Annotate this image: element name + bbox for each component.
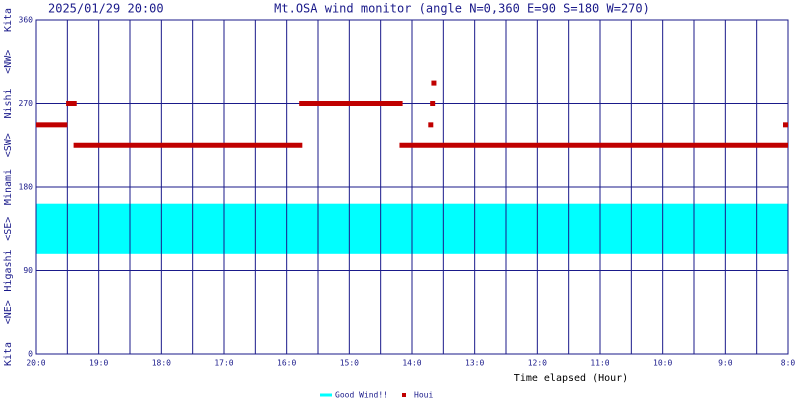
y-tick-label: 360 xyxy=(19,16,34,25)
chart-title: Mt.OSA wind monitor (angle N=0,360 E=90 … xyxy=(274,2,650,16)
houi-segment xyxy=(36,122,68,128)
x-tick-label: 8:0 xyxy=(781,359,796,368)
direction-label: Nishi xyxy=(3,88,14,118)
direction-label: <SE> xyxy=(3,217,14,241)
x-tick-label: 16:0 xyxy=(277,359,296,368)
legend-label: Houi xyxy=(414,391,433,400)
houi-segment xyxy=(299,101,403,106)
direction-label: <NW> xyxy=(3,50,14,74)
y-tick-label: 0 xyxy=(28,350,33,359)
houi-point xyxy=(428,122,434,128)
direction-label: Kita xyxy=(3,342,14,366)
direction-label: <NE> xyxy=(3,300,14,324)
plot-frame xyxy=(35,19,789,355)
direction-label: Kita xyxy=(3,8,14,32)
date: 2025/01/29 20:00 xyxy=(48,2,164,16)
x-tick-label: 9:0 xyxy=(718,359,733,368)
x-axis-label: Time elapsed (Hour) xyxy=(514,373,628,384)
legend-label: Good Wind!! xyxy=(335,391,388,400)
x-tick-label: 19:0 xyxy=(89,359,108,368)
x-tick-label: 11:0 xyxy=(590,359,609,368)
y-tick-label: 270 xyxy=(19,99,34,108)
houi-point xyxy=(783,122,788,128)
x-tick-label: 14:0 xyxy=(402,359,421,368)
x-tick-label: 12:0 xyxy=(528,359,547,368)
x-tick-label: 20:0 xyxy=(26,359,45,368)
houi-point xyxy=(430,101,436,106)
y-tick-label: 90 xyxy=(23,266,33,275)
x-tick-label: 15:0 xyxy=(340,359,359,368)
y-tick-label: 180 xyxy=(19,183,34,192)
x-tick-label: 18:0 xyxy=(152,359,171,368)
direction-label: Minami xyxy=(3,169,14,205)
x-tick-label: 13:0 xyxy=(465,359,484,368)
direction-label: <SW> xyxy=(3,133,14,157)
x-tick-label: 10:0 xyxy=(653,359,672,368)
direction-label: Higashi xyxy=(3,249,14,291)
houi-segment xyxy=(73,142,303,148)
houi-point xyxy=(431,80,437,86)
legend-swatch xyxy=(402,393,406,397)
x-tick-label: 17:0 xyxy=(214,359,233,368)
houi-segment xyxy=(66,101,77,106)
houi-segment xyxy=(399,142,788,148)
